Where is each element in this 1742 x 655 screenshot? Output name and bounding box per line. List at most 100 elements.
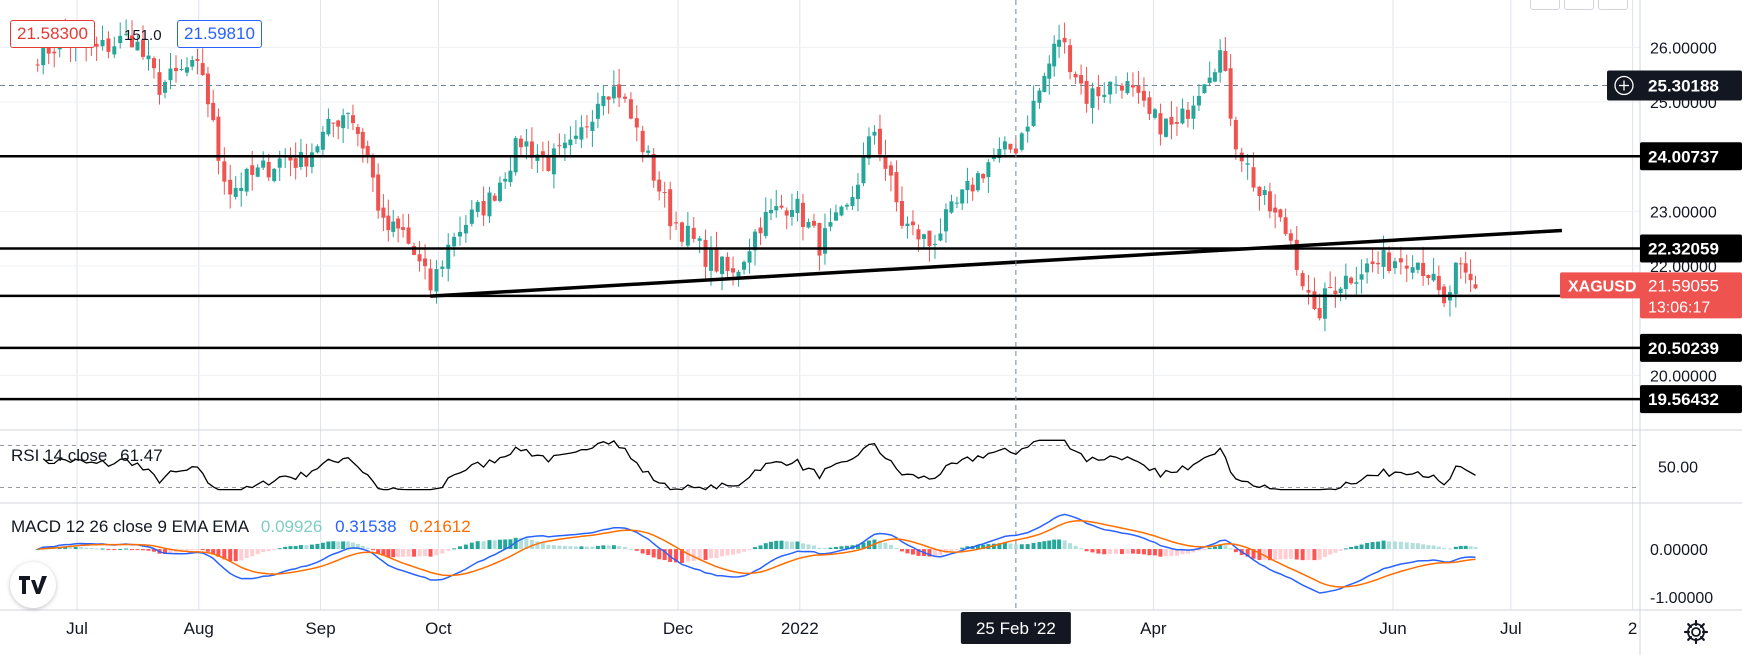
candle-body: [1359, 274, 1364, 280]
rsi-legend[interactable]: RSI 14 close 61.47: [11, 446, 163, 466]
macd-histogram-bar: [606, 545, 611, 550]
close-button[interactable]: [1564, 0, 1594, 10]
candle: [100, 25, 105, 51]
candle: [1381, 235, 1386, 279]
candle-body: [595, 103, 600, 119]
candle-body: [1473, 284, 1478, 289]
candle-body: [562, 142, 567, 149]
candle-body: [877, 128, 882, 155]
candle: [1096, 74, 1101, 110]
candle: [1262, 185, 1267, 206]
macd-histogram-bar: [68, 547, 73, 550]
candle-body: [1392, 261, 1397, 269]
candle-body: [162, 81, 167, 93]
candle-body: [1185, 109, 1190, 119]
macd-histogram-bar: [1273, 549, 1278, 560]
candle: [668, 181, 673, 240]
candle-body: [481, 200, 486, 216]
candle: [1387, 246, 1392, 274]
candle: [1404, 254, 1409, 282]
macd-histogram-bar: [503, 539, 508, 550]
candle-body: [1458, 263, 1463, 265]
candle-body: [336, 120, 341, 127]
maximize-button[interactable]: [1598, 0, 1628, 10]
macd-histogram-bar: [628, 548, 633, 550]
candle: [350, 104, 355, 131]
candle-body: [497, 182, 502, 201]
candle: [731, 256, 736, 286]
macd-histogram-bar: [360, 545, 365, 550]
candle: [1008, 143, 1013, 154]
candle: [1207, 61, 1212, 87]
candle-body: [1306, 290, 1311, 293]
tradingview-logo[interactable]: [10, 562, 56, 608]
settings-gear-icon[interactable]: [1683, 619, 1709, 645]
candle: [446, 233, 451, 282]
macd-histogram-bar: [769, 541, 774, 550]
macd-histogram-bar: [579, 546, 584, 550]
macd-histogram-bar: [1013, 544, 1018, 550]
candle: [1463, 251, 1468, 284]
macd-histogram-bar: [1052, 539, 1057, 550]
macd-histogram-bar: [1228, 548, 1233, 550]
time-tick-label: Sep: [305, 619, 335, 638]
candle-body: [855, 184, 860, 199]
candle: [921, 233, 926, 248]
candle-body: [763, 211, 768, 237]
level-price-label: 24.00737: [1640, 142, 1742, 171]
candle-body: [1218, 50, 1223, 73]
candle: [391, 209, 396, 238]
candle-body: [106, 38, 111, 52]
countdown-text: 13:06:17: [1648, 299, 1710, 316]
macd-legend[interactable]: MACD 12 26 close 9 EMA EMA 0.09926 0.315…: [11, 517, 471, 537]
candle: [1019, 131, 1024, 152]
candle-body: [266, 161, 271, 178]
price-tick-label: 22.00000: [1650, 259, 1717, 276]
macd-histogram-bar: [222, 549, 227, 560]
candle-body: [1267, 191, 1272, 212]
macd-histogram-bar: [1062, 540, 1067, 550]
symbol-tag-bg: [1560, 272, 1642, 299]
macd-histogram-bar: [1392, 541, 1397, 550]
candle-body: [216, 116, 221, 161]
candle-body: [239, 187, 244, 192]
macd-histogram-bar: [811, 545, 816, 550]
macd-histogram-bar: [1019, 544, 1024, 550]
candle: [795, 190, 800, 222]
candle-body: [1468, 273, 1473, 281]
candle: [1306, 274, 1311, 305]
candle-body: [401, 227, 406, 230]
candle: [844, 202, 849, 211]
candle: [965, 167, 970, 204]
time-tick-label: Jul: [1500, 619, 1522, 638]
bid-price-box[interactable]: 21.58300: [10, 20, 95, 48]
candle-body: [1251, 167, 1256, 188]
candle-body: [1317, 308, 1322, 319]
candle: [1042, 72, 1047, 93]
candle-body: [1158, 113, 1163, 135]
macd-histogram-bar: [546, 544, 551, 550]
candle-body: [651, 154, 656, 181]
candle-body: [469, 209, 474, 224]
candle-body: [1047, 63, 1052, 79]
macd-histogram-bar: [370, 549, 375, 551]
candle: [1436, 265, 1441, 295]
candle: [568, 126, 573, 157]
candle: [233, 176, 238, 200]
ask-price-box[interactable]: 21.59810: [177, 20, 262, 48]
macd-histogram-bar: [293, 546, 298, 550]
macd-histogram-bar: [228, 549, 233, 562]
candle: [1392, 257, 1397, 275]
candle: [1084, 66, 1089, 113]
candle: [1359, 259, 1364, 294]
candle: [986, 159, 991, 193]
collapse-button[interactable]: [1530, 0, 1560, 10]
candle-body: [905, 223, 910, 227]
macd-histogram-bar: [568, 546, 573, 550]
candle-body: [679, 222, 684, 242]
macd-histogram-bar: [100, 548, 105, 550]
candle-body: [1212, 72, 1217, 82]
macd-histogram-bar: [736, 549, 741, 554]
candle: [518, 135, 523, 158]
